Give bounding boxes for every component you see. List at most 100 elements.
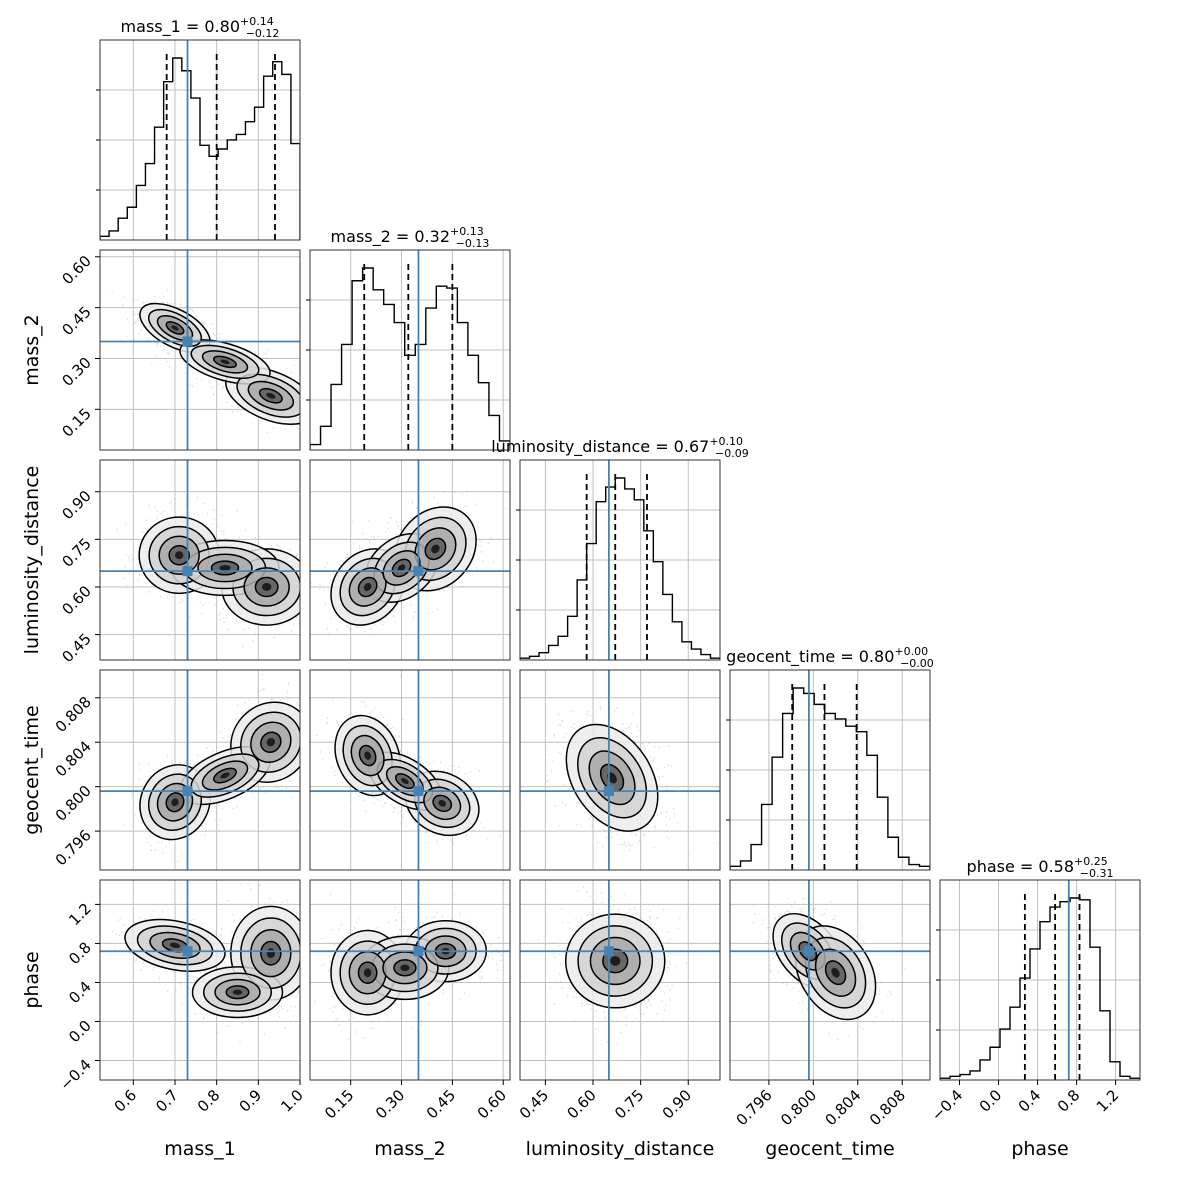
y-axis-label-luminosity_distance: luminosity_distance — [21, 466, 43, 655]
density-contour — [431, 544, 440, 554]
x-tick-label: 0.4 — [1015, 1086, 1045, 1116]
density-contour — [219, 565, 231, 571]
y-tick-label: 0.804 — [52, 737, 95, 780]
density-contour — [401, 778, 409, 785]
panel-frame — [99, 669, 301, 871]
panel-frame — [309, 879, 511, 1081]
x-tick-label: 0.15 — [321, 1086, 357, 1122]
truth-marker — [603, 946, 614, 957]
x-tick-label: 0.808 — [866, 1086, 909, 1129]
density-contour — [261, 583, 272, 591]
density-contour — [175, 551, 184, 560]
density-contour — [610, 956, 621, 966]
title-phase: phase = 0.58+0.25 −0.31 — [967, 855, 1114, 880]
panel-mass_2-geocent_time — [310, 670, 510, 870]
panel-mass_1-mass_2 — [100, 250, 300, 450]
x-tick-label: 1.2 — [1093, 1086, 1123, 1116]
density-contour — [232, 989, 243, 995]
truth-marker — [182, 336, 193, 347]
y-tick-label: 0.800 — [52, 782, 95, 825]
histogram-mass_1 — [100, 57, 300, 240]
x-tick-label: 0.60 — [563, 1086, 599, 1122]
x-tick-label: 0.45 — [423, 1086, 459, 1122]
density-contour — [171, 325, 179, 331]
density-contour — [831, 967, 840, 978]
panel-frame — [729, 879, 931, 1081]
x-tick-label: 0.796 — [733, 1086, 776, 1129]
diag-panel-phase — [940, 880, 1140, 1080]
y-tick-label: 0.30 — [58, 354, 94, 390]
density-contour — [169, 942, 181, 949]
x-tick-label: 0.7 — [152, 1086, 182, 1116]
y-tick-label: 0.0 — [65, 1017, 95, 1047]
x-tick-label: 0.30 — [372, 1086, 408, 1122]
diag-panel-mass_2 — [310, 250, 510, 450]
title-geocent_time: geocent_time = 0.80+0.00 −0.00 — [726, 645, 934, 670]
truth-marker — [803, 946, 814, 957]
title-luminosity_distance: luminosity_distance = 0.67+0.10 −0.09 — [491, 435, 749, 460]
panel-frame — [309, 459, 511, 661]
title-mass_2: mass_2 = 0.32+0.13 −0.13 — [331, 225, 490, 250]
y-tick-label: 0.4 — [65, 978, 95, 1008]
x-axis-label-mass_2: mass_2 — [374, 1138, 446, 1160]
truth-marker — [182, 946, 193, 957]
y-axis-label-phase: phase — [21, 951, 43, 1008]
histogram-luminosity_distance — [520, 477, 720, 660]
x-axis-label-phase: phase — [1011, 1138, 1068, 1160]
panel-mass_1-luminosity_distance — [100, 460, 300, 660]
y-tick-label: 0.60 — [58, 582, 94, 618]
x-tick-label: 0.45 — [516, 1086, 552, 1122]
panel-frame — [519, 669, 721, 871]
density-contour — [397, 564, 406, 572]
x-tick-label: −0.4 — [928, 1086, 966, 1124]
diag-panel-geocent_time — [730, 670, 930, 870]
x-tick-label: 0.60 — [474, 1086, 510, 1122]
y-tick-label: 0.796 — [52, 826, 95, 869]
histogram-phase — [940, 897, 1140, 1080]
y-tick-label: −0.4 — [56, 1056, 94, 1094]
x-tick-label: 0.6 — [111, 1086, 141, 1116]
x-axis-label-geocent_time: geocent_time — [765, 1138, 894, 1160]
panel-mass_2-luminosity_distance — [310, 460, 510, 660]
diag-panel-mass_1 — [100, 40, 300, 240]
truth-marker — [603, 786, 614, 797]
y-tick-label: 0.15 — [58, 404, 94, 440]
x-tick-label: 0.0 — [976, 1086, 1006, 1116]
x-tick-label: 0.804 — [822, 1086, 865, 1129]
density-contour — [363, 583, 372, 591]
density-contour — [400, 964, 410, 972]
x-axis-label-mass_1: mass_1 — [164, 1138, 236, 1160]
x-axis-label-luminosity_distance: luminosity_distance — [526, 1138, 715, 1160]
panel-luminosity_distance-geocent_time — [520, 670, 720, 870]
title-mass_1: mass_1 = 0.80+0.14 −0.12 — [121, 15, 280, 40]
x-tick-label: 0.75 — [611, 1086, 647, 1122]
y-tick-label: 0.60 — [58, 252, 94, 288]
density-contour — [266, 948, 275, 959]
density-contour — [171, 798, 179, 807]
density-contour — [364, 751, 372, 760]
panel-mass_2-phase — [310, 880, 510, 1080]
y-tick-label: 0.45 — [58, 630, 94, 666]
x-tick-label: 0.800 — [777, 1086, 820, 1129]
panel-frame — [99, 249, 301, 451]
panel-frame — [309, 669, 511, 871]
truth-marker — [413, 566, 424, 577]
y-tick-label: 0.75 — [58, 534, 94, 570]
density-contour — [266, 392, 276, 399]
truth-marker — [413, 786, 424, 797]
histogram-mass_2 — [310, 267, 510, 450]
truth-marker — [182, 566, 193, 577]
x-tick-label: 0.8 — [194, 1086, 224, 1116]
x-tick-label: 1.0 — [277, 1086, 307, 1116]
panel-frame — [99, 879, 301, 1081]
x-tick-label: 0.90 — [659, 1086, 695, 1122]
panel-mass_1-geocent_time — [100, 670, 300, 870]
panel-mass_1-phase — [100, 880, 300, 1080]
x-tick-label: 0.8 — [1054, 1086, 1084, 1116]
x-tick-label: 0.9 — [236, 1086, 266, 1116]
y-tick-label: 0.8 — [65, 939, 95, 969]
y-tick-label: 1.2 — [65, 899, 95, 929]
density-contour — [363, 968, 372, 978]
panel-luminosity_distance-phase — [520, 880, 720, 1080]
